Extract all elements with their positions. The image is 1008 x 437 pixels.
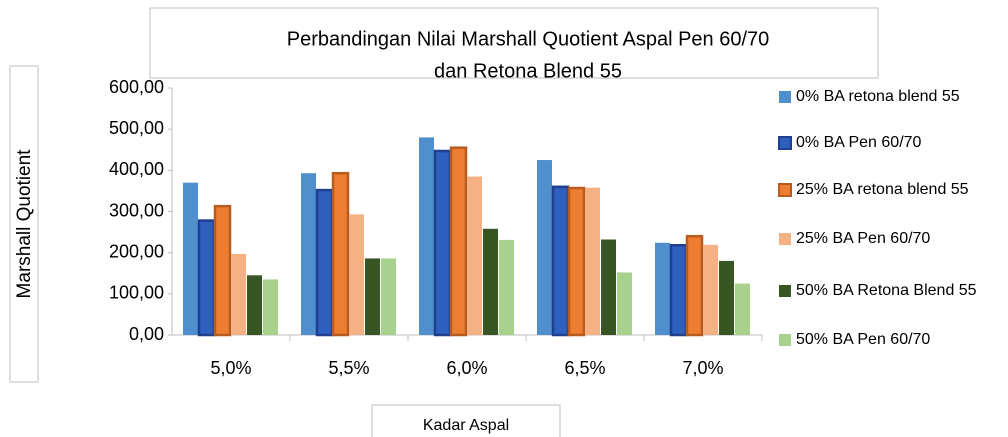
legend-swatch	[778, 136, 792, 150]
chart-subtitle: dan Retona Blend 55	[434, 60, 622, 82]
bar	[419, 137, 434, 335]
bar	[601, 239, 616, 335]
y-tick-label: 500,00	[109, 118, 164, 138]
x-axis-label: Kadar Aspal	[423, 417, 509, 434]
bar	[197, 219, 216, 337]
bar	[263, 279, 278, 335]
bar	[433, 149, 452, 337]
y-tick-label: 600,00	[109, 77, 164, 97]
legend-label: 25% BA Pen 60/70	[796, 230, 930, 247]
x-label-box	[371, 404, 561, 437]
bar	[315, 188, 334, 337]
legend-label: 50% BA Pen 60/70	[796, 331, 930, 348]
legend-label: 0% BA Pen 60/70	[796, 134, 922, 151]
bar	[449, 146, 468, 337]
bar	[551, 185, 570, 337]
bar	[585, 187, 600, 335]
x-tick-label: 5,0%	[210, 358, 251, 378]
bar	[301, 173, 316, 335]
y-tick-label: 0,00	[129, 324, 164, 344]
legend-swatch	[779, 334, 791, 346]
bar	[669, 244, 688, 337]
bar	[499, 239, 514, 335]
bar	[331, 171, 350, 337]
y-tick-label: 200,00	[109, 241, 164, 261]
legend-swatch	[779, 285, 791, 297]
bar	[703, 244, 718, 335]
legend-label: 0% BA retona blend 55	[796, 88, 960, 105]
legend-swatch	[778, 183, 792, 197]
bar	[617, 272, 632, 335]
legend-swatch	[779, 233, 791, 245]
bar	[213, 204, 232, 337]
bar	[567, 186, 586, 337]
bar	[537, 160, 552, 335]
bar	[381, 258, 396, 335]
x-tick-label: 5,5%	[328, 358, 369, 378]
legend-label: 50% BA Retona Blend 55	[796, 282, 977, 299]
bar	[183, 182, 198, 335]
legend-swatch	[779, 91, 791, 103]
y-axis-label: Marshall Quotient	[14, 149, 35, 299]
chart-title: Perbandingan Nilai Marshall Quotient Asp…	[287, 28, 770, 50]
y-tick-label: 300,00	[109, 200, 164, 220]
y-tick-label: 100,00	[109, 283, 164, 303]
bar	[467, 176, 482, 335]
bar	[685, 234, 704, 337]
legend-label: 25% BA retona blend 55	[796, 181, 969, 198]
y-tick-label: 400,00	[109, 159, 164, 179]
bar	[483, 228, 498, 335]
x-tick-label: 6,0%	[446, 358, 487, 378]
x-tick-label: 6,5%	[564, 358, 605, 378]
bar	[655, 242, 670, 335]
bar	[735, 283, 750, 335]
bar	[231, 253, 246, 335]
x-tick-label: 7,0%	[682, 358, 723, 378]
title-box	[149, 7, 879, 79]
bar	[349, 214, 364, 335]
bar	[719, 260, 734, 335]
bar	[247, 275, 262, 335]
bar	[365, 258, 380, 335]
y-label-box	[9, 65, 39, 383]
